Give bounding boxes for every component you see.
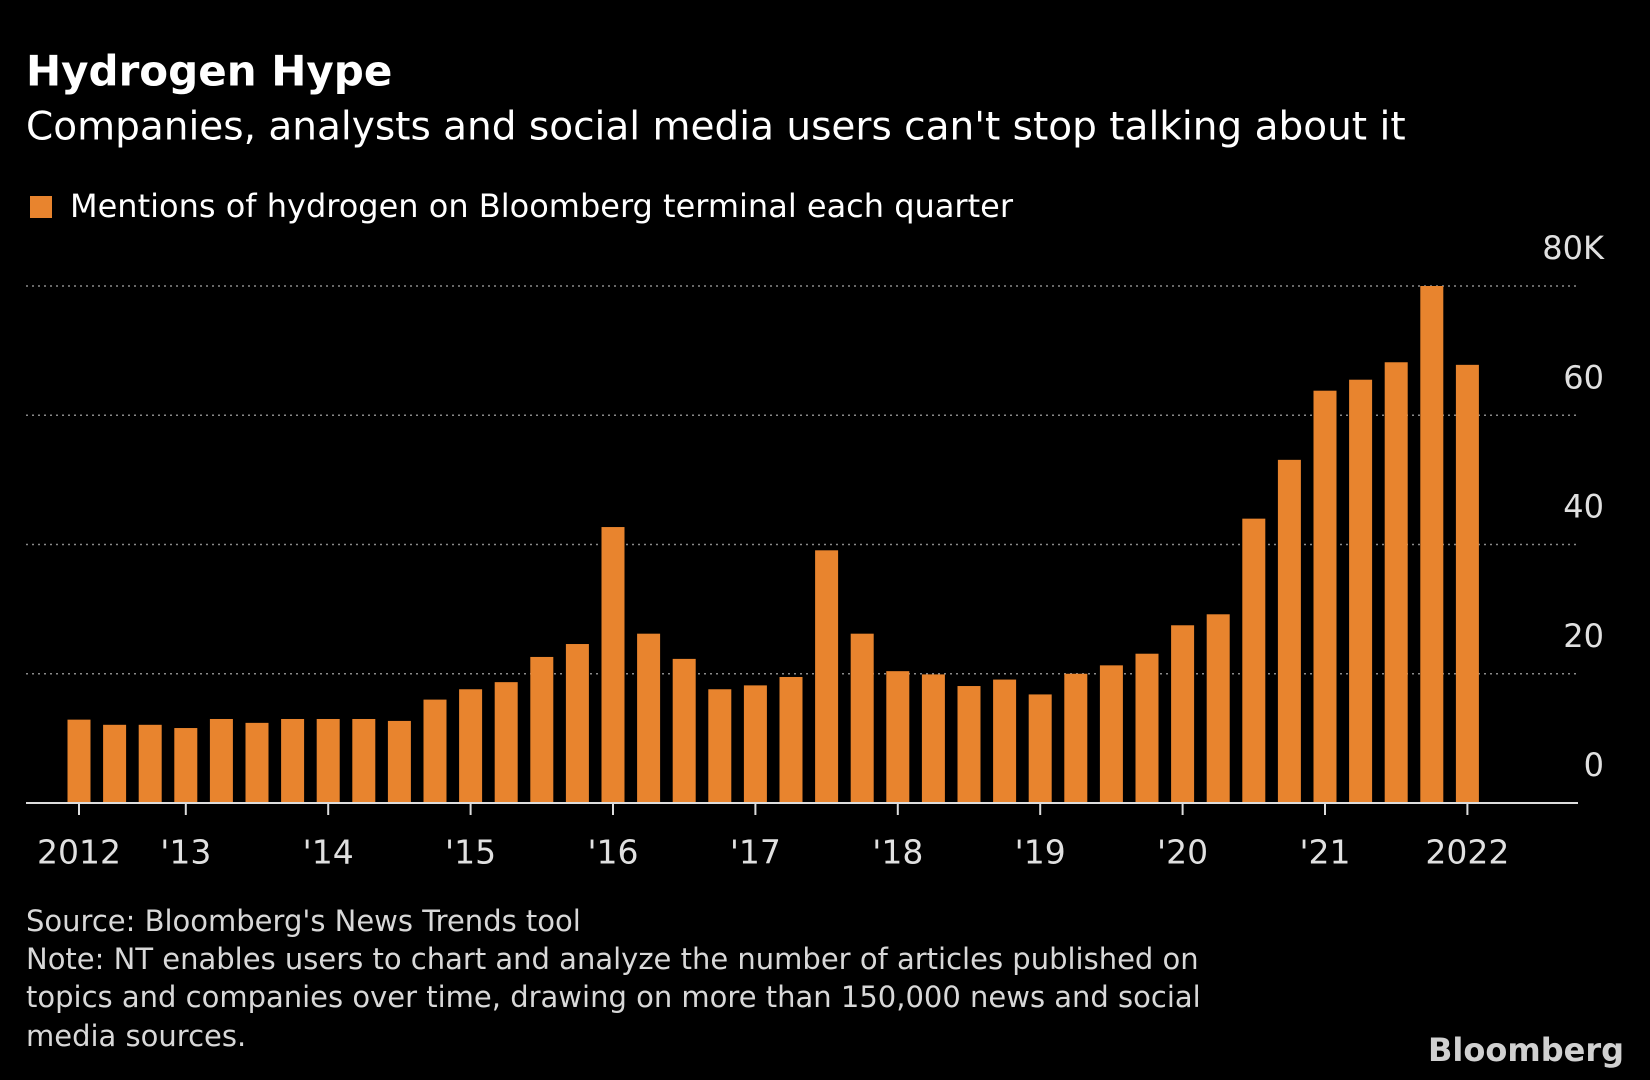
bar [815,550,839,803]
note-line: Note: NT enables users to chart and anal… [26,942,1199,976]
bar [1455,364,1479,803]
bar [316,718,340,803]
bar [387,720,411,803]
x-tick-label: 2022 [1425,833,1509,872]
legend-swatch [30,196,52,218]
bar [850,633,874,803]
bar [459,689,483,803]
y-tick-label: 0 [1584,746,1604,784]
bar [138,724,162,803]
bar [957,686,981,803]
bar [1135,653,1159,803]
note-line: media sources. [26,1019,246,1053]
source: Source: Bloomberg's News Trends tool [26,904,581,938]
x-tick-label: '15 [445,833,496,872]
bar [672,658,696,803]
bar [565,644,589,803]
bar [1242,518,1266,803]
y-tick-label: 40 [1563,488,1604,526]
note-line: topics and companies over time, drawing … [26,980,1201,1014]
chart-subtitle: Companies, analysts and social media use… [26,105,1406,150]
y-tick-label: 60 [1563,358,1604,396]
bar [1171,625,1195,803]
x-tick-label: '13 [160,833,211,872]
bar [601,527,625,803]
bar [103,724,127,803]
bar [779,676,803,803]
bar [67,719,91,803]
bar [743,685,767,803]
bar [1206,614,1230,803]
bar [174,728,198,803]
x-tick-label: '21 [1299,833,1350,872]
x-tick-label: '14 [303,833,354,872]
bar [637,633,661,803]
x-tick-label: '18 [872,833,923,872]
bar [1420,286,1444,803]
bar [1064,673,1088,803]
bar [209,718,233,803]
bar [1349,379,1373,803]
legend-label: Mentions of hydrogen on Bloomberg termin… [70,187,1014,225]
bar [281,718,305,803]
bar [1028,694,1052,803]
bar [423,699,447,803]
x-tick-label: '19 [1015,833,1066,872]
bar [921,674,945,803]
bar [1277,459,1301,803]
bar [1099,665,1123,803]
bar [993,679,1017,803]
bar [245,722,269,803]
chart-title: Hydrogen Hype [26,47,392,96]
bar [494,682,518,803]
x-tick-label: '17 [730,833,781,872]
x-tick-label: '16 [587,833,638,872]
bar [530,656,554,803]
bar [1384,362,1408,803]
y-tick-label: 20 [1563,617,1604,655]
bar [352,718,376,803]
x-tick-label: 2012 [37,833,121,872]
x-tick-label: '20 [1157,833,1208,872]
bar [886,671,910,803]
bar [708,689,732,803]
logo: Bloomberg [1428,1031,1624,1069]
bar [1313,390,1337,803]
y-tick-label: 80K [1542,229,1605,267]
